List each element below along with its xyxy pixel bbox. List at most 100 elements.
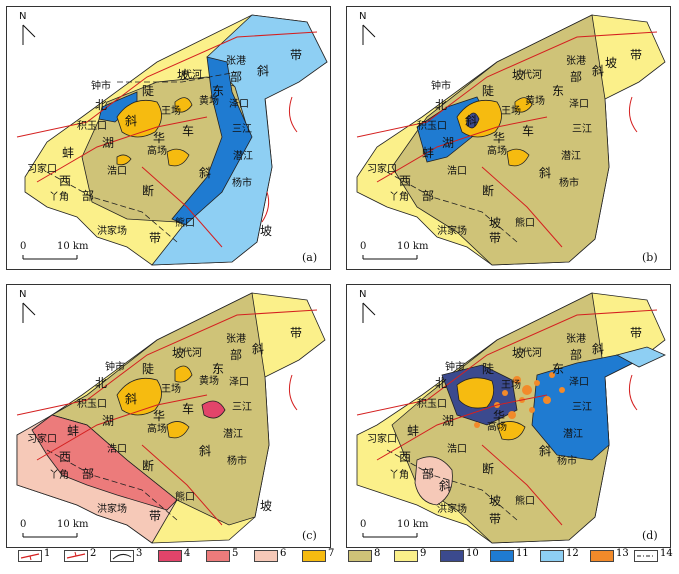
place-gaochang: 高场 [487,146,507,157]
scale-bar [22,533,78,538]
scale-zero: 0 [360,241,367,252]
place-xiongkou: 熊口 [175,218,195,229]
place-qianjiang: 潜江 [233,151,253,162]
boundary-dashed [46,171,178,243]
scale-distance: 10 km [57,519,89,530]
region-xie: 斜 [592,342,605,356]
region-lu: 陡 [482,84,495,98]
fault-line [36,394,208,461]
place-zhanggang: 张港 [226,56,246,67]
region-bei: 北 [435,98,448,112]
north-arrow [362,302,376,323]
place-yangshi: 杨市 [227,456,247,467]
legend-label: 11 [516,548,529,559]
scale-zero: 0 [20,519,27,530]
region-duan: 断 [142,459,155,473]
place-haokou: 浩口 [107,444,127,455]
place-xiongkou: 熊口 [515,218,535,229]
map-panel-b: N 0 10 km (b) 钟市 代河 张港 黄场 王场 泽口 三江 潜江 杨市… [346,6,671,270]
boundary-dashed [386,449,518,521]
fault-line [356,31,658,138]
region-dai2: 带 [489,231,502,245]
scale-distance: 10 km [397,519,429,530]
place-wangchang: 王场 [161,106,181,117]
panel-label: (d) [642,529,658,542]
place-wangchang: 王场 [501,380,521,391]
place-gaochang: 高场 [487,422,507,433]
region-po3: 坡 [605,56,618,70]
region-xie: 斜 [257,64,270,78]
place-zhanggang: 张港 [226,334,246,345]
pink-oval [414,456,453,506]
place-yajiao: 丫角 [49,470,69,481]
boundary-dashed-2 [117,71,238,83]
region-beng: 蚌 [67,424,80,438]
north-label: N [359,11,367,22]
region-bu2: 部 [422,467,435,481]
region-hua: 华 [493,131,506,145]
region-bu2: 部 [82,189,95,203]
north-arrow [362,24,376,45]
region-po: 坡 [512,68,525,82]
swatch-olive [348,550,372,562]
place-xijiakou: 习家口 [27,434,57,445]
legend-label: 4 [184,548,191,559]
swatch-crimson [158,550,182,562]
map-panel-a: N 0 10 km (a) 钟市 代河 张港 黄场 王场 泽口 三江 潜江 杨市… [6,6,331,270]
swatch-navy [440,550,464,562]
place-yangkou: 泽口 [569,99,589,110]
place-gaochang: 高场 [147,424,167,435]
legend: 1 2 3 4 5 6 7 8 9 10 11 12 [18,548,673,566]
legend-label: 12 [566,548,579,559]
place-zhanggang: 张港 [566,56,586,67]
legend-label: 14 [660,548,673,559]
place-daichang: 代河 [522,348,542,359]
region-xi: 西 [59,174,72,188]
swatch-yellow-orange [302,550,326,562]
place-qianjiang: 潜江 [563,429,583,440]
swatch-pale-pink [254,550,278,562]
place-xijiakou: 习家口 [27,164,57,175]
legend-label: 9 [420,548,427,559]
place-xiongkou: 熊口 [175,492,195,503]
place-yangkou: 泽口 [569,377,589,388]
region-po: 坡 [172,346,185,360]
orange-lens-4 [116,154,132,166]
legend-label: 13 [616,548,629,559]
place-yangkou: 泽口 [229,99,249,110]
region-bu: 部 [570,348,583,362]
navy-lens [466,112,480,129]
place-sanjiang: 三江 [232,402,252,413]
place-xiongkou: 熊口 [515,496,535,507]
fault-line [376,394,548,461]
orange-lens-2 [174,365,193,383]
region-che: 车 [182,402,195,416]
scale-bar [362,533,418,538]
fault-line [261,191,270,223]
region-lu: 陡 [142,362,155,376]
place-yangshi: 杨市 [559,178,579,189]
place-hongjiachang: 洪家场 [437,504,467,515]
place-yangshi: 杨市 [232,178,252,189]
legend-label: 7 [328,548,335,559]
region-dai2: 带 [489,512,502,526]
place-xijiakou: 习家口 [367,164,397,175]
north-arrow [22,302,36,323]
place-hongjiachang: 洪家场 [437,226,467,237]
place-daichang: 代河 [182,348,202,359]
place-huangchang: 黄场 [199,376,219,387]
salmon-zone [31,414,178,511]
region-xie2: 斜 [465,114,478,128]
swatch-salmon [206,550,230,562]
region-bei: 北 [95,376,108,390]
legend-label: 1 [44,548,51,559]
region-hu: 湖 [442,414,455,428]
region-dong: 东 [552,362,565,376]
place-hongjiachang: 洪家场 [97,504,127,515]
fault-line [288,96,298,133]
scale-zero: 0 [20,241,27,252]
panel-label: (a) [302,251,318,264]
place-jiyukou: 积玉口 [417,121,447,132]
map-b-svg [356,14,666,266]
region-duan: 断 [142,184,155,198]
